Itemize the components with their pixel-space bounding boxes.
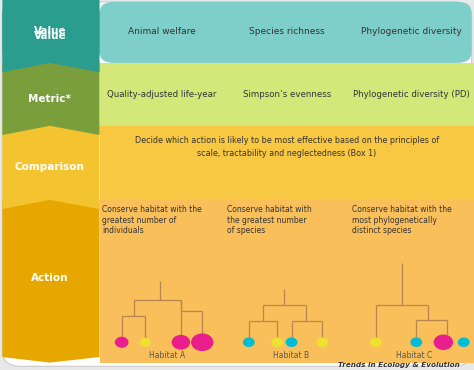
Text: Value: Value: [34, 31, 66, 41]
Text: Metric*: Metric*: [28, 94, 71, 104]
Text: Decide which action is likely to be most effective based on the principles of: Decide which action is likely to be most…: [135, 136, 439, 145]
Text: Conserve habitat with
the greatest number
of species: Conserve habitat with the greatest numbe…: [227, 205, 311, 235]
FancyBboxPatch shape: [2, 2, 100, 63]
Polygon shape: [2, 200, 100, 363]
Circle shape: [116, 337, 128, 347]
Text: Conserve habitat with the
greatest number of
individuals: Conserve habitat with the greatest numbe…: [102, 205, 201, 235]
Text: Habitat B: Habitat B: [273, 352, 310, 360]
Text: Phylogenetic diversity (PD): Phylogenetic diversity (PD): [353, 90, 470, 99]
Text: Simpson’s evenness: Simpson’s evenness: [243, 90, 331, 99]
Circle shape: [192, 334, 213, 350]
Circle shape: [141, 339, 150, 346]
Text: Conserve habitat with the
most phylogenetically
distinct species: Conserve habitat with the most phylogene…: [352, 205, 451, 235]
Text: Phylogenetic diversity: Phylogenetic diversity: [361, 27, 462, 36]
Text: Species richness: Species richness: [249, 27, 325, 36]
Bar: [100, 63, 474, 126]
FancyBboxPatch shape: [100, 2, 472, 63]
Circle shape: [434, 335, 452, 349]
Polygon shape: [2, 126, 100, 209]
Circle shape: [317, 338, 328, 346]
Polygon shape: [2, 0, 100, 72]
Text: Trends in Ecology & Evolution: Trends in Ecology & Evolution: [338, 362, 460, 368]
Circle shape: [286, 338, 297, 346]
Circle shape: [371, 338, 381, 346]
Text: Quality-adjusted life-year: Quality-adjusted life-year: [107, 90, 217, 99]
Text: Comparison: Comparison: [15, 162, 85, 172]
Bar: [100, 200, 474, 363]
Text: Habitat A: Habitat A: [148, 352, 185, 360]
FancyBboxPatch shape: [2, 2, 472, 366]
Text: Value: Value: [34, 26, 66, 37]
Text: Animal welfare: Animal welfare: [128, 27, 196, 36]
Bar: [100, 126, 474, 200]
Circle shape: [173, 336, 190, 349]
Circle shape: [244, 338, 254, 346]
Text: scale, tractability and neglectedness (Box 1): scale, tractability and neglectedness (B…: [197, 149, 376, 158]
Text: Habitat C: Habitat C: [396, 352, 432, 360]
Circle shape: [272, 338, 283, 346]
Circle shape: [458, 338, 469, 346]
Text: Action: Action: [31, 273, 69, 283]
Circle shape: [411, 338, 421, 346]
Polygon shape: [2, 63, 100, 135]
